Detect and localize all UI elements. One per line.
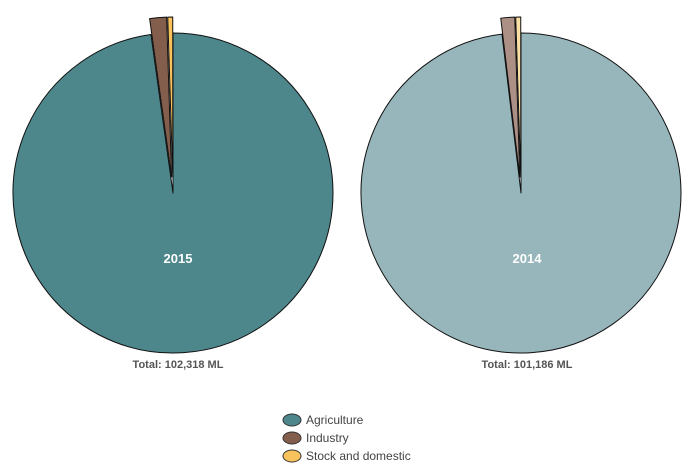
pie-slice-2015-agriculture [12,32,334,354]
legend-swatch-stock-and-domestic [282,449,302,463]
legend-label-stock-and-domestic: Stock and domestic [306,449,411,463]
legend-swatch-agriculture [282,413,302,427]
pie-slice-2015-stock-and-domestic [167,16,174,178]
pie-2015 [12,16,334,354]
pie-2015-label: 2015 [164,251,193,266]
pie-2015-total: Total: 102,318 ML [133,359,224,371]
legend-swatch-industry [282,431,302,445]
legend-label-agriculture: Agriculture [306,413,364,427]
legend-label-industry: Industry [306,431,349,445]
pie-2014 [360,16,682,354]
pie-2014-total: Total: 101,186 ML [482,359,573,371]
pie-slice-2015-industry [149,16,173,178]
pie-slice-2014-stock-and-domestic [515,16,522,178]
pie-slice-2014-industry [500,16,521,178]
legend: Agriculture Industry Stock and domestic [282,413,411,463]
pie-2014-label: 2014 [513,251,543,266]
pie-slice-2014-agriculture [360,32,682,354]
